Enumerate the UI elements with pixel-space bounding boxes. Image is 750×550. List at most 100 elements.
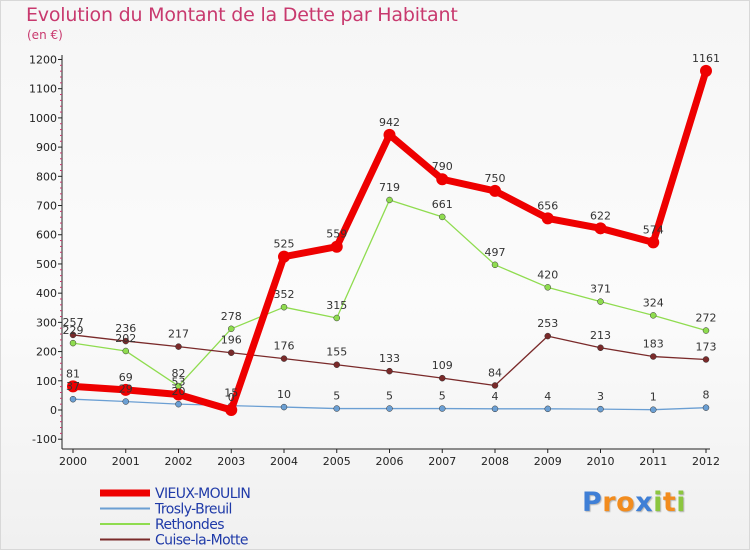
data-label: 217: [168, 328, 189, 341]
data-label: 315: [326, 299, 347, 312]
data-point: [597, 344, 604, 352]
data-point: [544, 284, 551, 291]
logo-letter: t: [662, 487, 677, 518]
y-tick-label: 700: [36, 200, 57, 213]
logo-letter: r: [602, 487, 617, 518]
data-label: 176: [274, 340, 295, 353]
x-tick-label: 2009: [534, 455, 562, 468]
data-label: 525: [274, 238, 295, 251]
data-label: 5: [439, 390, 446, 403]
data-point: [597, 298, 604, 305]
data-point: [439, 374, 446, 382]
data-point: [333, 361, 340, 368]
data-label: 324: [643, 296, 664, 309]
data-label: 5: [386, 390, 393, 403]
data-label: 420: [537, 268, 558, 281]
x-tick-label: 2002: [165, 455, 193, 468]
data-point: [119, 383, 132, 396]
data-point: [594, 222, 607, 235]
data-label: 8: [703, 389, 710, 402]
data-point: [702, 404, 710, 411]
data-label: 15: [224, 387, 238, 400]
data-point: [647, 236, 660, 249]
data-point: [544, 405, 551, 413]
data-label: 661: [432, 198, 453, 211]
data-label: 942: [379, 116, 400, 129]
legend-label: Rethondes: [155, 517, 224, 533]
data-label: 750: [485, 172, 506, 185]
y-tick-label: 200: [36, 346, 57, 359]
data-point: [650, 353, 657, 360]
data-label: 5: [333, 390, 340, 403]
x-tick-label: 2003: [217, 455, 245, 468]
logo-letter: i: [653, 487, 663, 518]
logo-letter: P: [582, 487, 603, 518]
data-point: [650, 406, 657, 413]
y-tick-label: 800: [36, 170, 57, 183]
data-point: [122, 347, 129, 355]
y-tick-label: 300: [36, 316, 57, 329]
x-tick-label: 2000: [59, 455, 87, 468]
y-tick-label: 0: [50, 404, 57, 417]
data-point: [541, 212, 554, 225]
data-label: 29: [119, 383, 133, 396]
x-tick-label: 2001: [112, 455, 140, 468]
data-label: 497: [485, 246, 506, 259]
data-point: [491, 405, 499, 413]
data-label: 69: [119, 371, 133, 384]
data-point: [280, 355, 288, 362]
x-tick-label: 2011: [639, 455, 667, 468]
data-label: 4: [492, 390, 499, 403]
legend-label: Cuise-la-Motte: [155, 533, 248, 549]
data-label: 790: [432, 160, 453, 173]
data-label: 622: [590, 209, 611, 222]
chart-title: Evolution du Montant de la Dette par Hab…: [26, 4, 458, 26]
data-point: [436, 173, 449, 186]
data-label: 719: [379, 181, 400, 194]
data-label: 10: [277, 388, 291, 401]
chart-subtitle: (en €): [27, 28, 63, 42]
x-tick-label: 2005: [323, 455, 351, 468]
data-point: [544, 332, 551, 340]
x-tick-label: 2006: [376, 455, 404, 468]
data-point: [439, 213, 446, 221]
y-tick-label: 400: [36, 287, 57, 300]
data-point: [225, 404, 238, 416]
data-label: 236: [115, 322, 136, 335]
data-point: [333, 405, 340, 412]
data-label: 278: [221, 310, 242, 323]
data-point: [330, 240, 343, 253]
data-point: [489, 184, 501, 197]
data-label: 37: [66, 380, 80, 393]
data-point: [491, 261, 499, 269]
data-label: 53: [172, 376, 186, 389]
data-label: 0: [228, 391, 235, 404]
data-point: [278, 250, 290, 263]
data-point: [597, 405, 604, 413]
y-tick-label: 1000: [29, 112, 57, 125]
data-point: [702, 327, 710, 334]
data-label: 1: [650, 391, 657, 404]
data-point: [122, 337, 129, 345]
legend-label: VIEUX-MOULIN: [155, 486, 250, 502]
legend-label: Trosly-Breuil: [154, 502, 232, 518]
data-label: 272: [696, 312, 717, 325]
y-tick-label: 1100: [29, 83, 57, 96]
data-point: [280, 403, 288, 411]
data-label: 253: [537, 317, 558, 330]
data-point: [702, 356, 710, 363]
y-tick-label: 500: [36, 258, 57, 271]
y-tick-label: 600: [36, 229, 57, 242]
logo-letter: o: [616, 487, 636, 518]
data-label: 155: [326, 346, 347, 359]
data-point: [491, 382, 499, 389]
data-point: [228, 349, 235, 356]
data-point: [69, 331, 77, 339]
data-label: 559: [326, 228, 347, 241]
y-tick-label: 1200: [29, 53, 57, 66]
data-point: [386, 367, 393, 375]
data-point: [700, 64, 712, 77]
data-point: [439, 405, 446, 412]
data-label: 183: [643, 338, 664, 351]
